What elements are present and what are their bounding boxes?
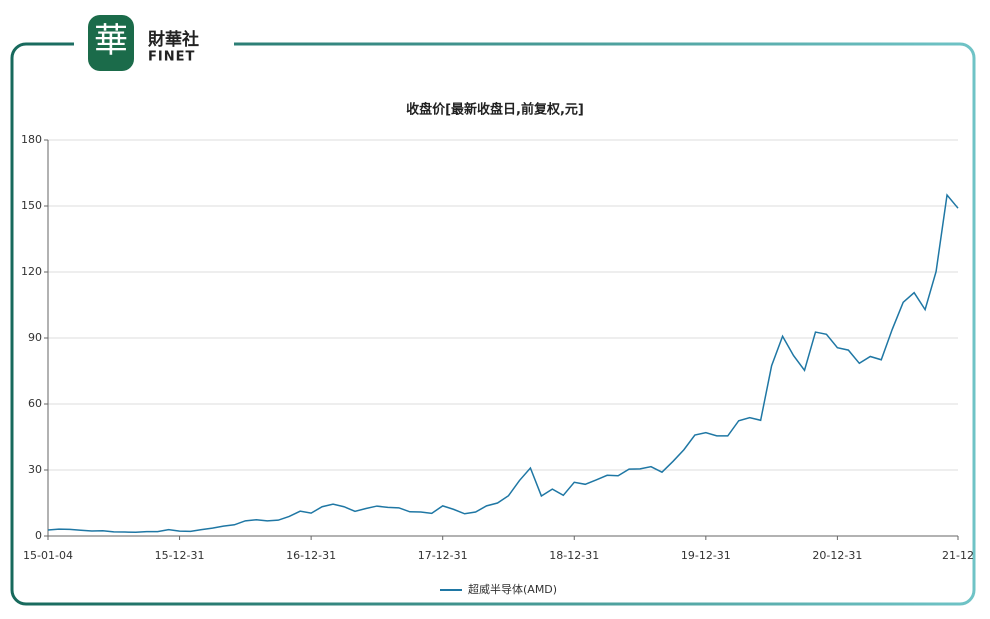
y-tick-label: 0	[35, 529, 42, 542]
x-tick-label: 15-12-31	[155, 549, 205, 562]
x-tick-label: 15-01-04	[23, 549, 73, 562]
y-tick-label: 60	[28, 397, 42, 410]
y-tick-label: 180	[21, 133, 42, 146]
brand-en: FINET	[148, 50, 195, 65]
frame	[10, 42, 976, 606]
x-tick-label: 18-12-31	[549, 549, 599, 562]
brand: 財華社	[147, 29, 199, 50]
y-tick-label: 90	[28, 331, 42, 344]
y-tick-label: 120	[21, 265, 42, 278]
logo-char: 華	[94, 21, 128, 61]
x-tick-label: 21-12	[942, 549, 974, 562]
x-tick-label: 16-12-31	[286, 549, 336, 562]
y-tick-label: 30	[28, 463, 42, 476]
x-tick-label: 20-12-31	[812, 549, 862, 562]
x-tick-label: 17-12-31	[418, 549, 468, 562]
chart-title: 收盘价[最新收盘日,前复权,元]	[406, 102, 584, 118]
logo-badge	[88, 15, 134, 71]
x-tick-label: 19-12-31	[681, 549, 731, 562]
y-tick-label: 150	[21, 199, 42, 212]
legend-label: 超威半导体(AMD)	[468, 582, 557, 596]
line	[47, 193, 959, 534]
